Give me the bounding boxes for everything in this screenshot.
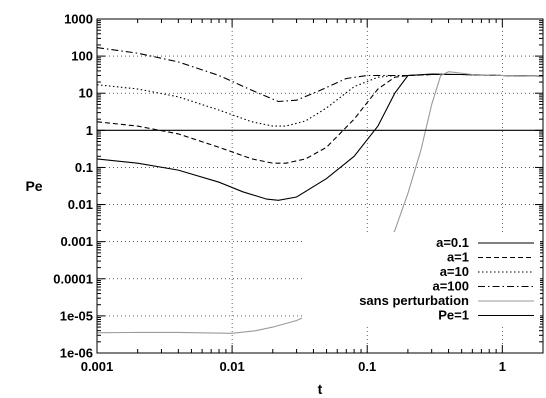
y-tick-label: 1e-06 [60,346,93,361]
y-tick-label: 0.01 [68,197,93,212]
tick-labels: 0.001 0.01 0.1 1 1e-06 1e-05 0.0001 0.001 0.01 0.… [53,12,506,375]
y-axis-title: Pe [25,178,42,194]
y-tick-label: 100 [71,49,93,64]
series-line-0 [96,73,544,201]
y-tick-label: 0.1 [75,160,93,175]
legend-label: a=0.1 [436,235,469,250]
legend-label: a=1 [447,250,469,265]
y-tick-label: 0.0001 [53,271,93,286]
x-tick-label: 1 [499,359,506,374]
x-tick-label: 0.001 [81,359,114,374]
x-axis-title: t [318,381,323,397]
x-tick-label: 0.01 [219,359,244,374]
plot-frame [96,18,544,354]
legend-label: Pe=1 [438,308,469,323]
legend-label: sans perturbation [359,293,469,308]
legend-background [302,232,540,325]
y-tick-label: 1e-05 [60,308,93,323]
y-tick-label: 10 [79,86,93,101]
legend-label: a=10 [440,264,469,279]
y-tick-label: 1000 [64,12,93,27]
series-line-2 [96,73,544,127]
y-tick-label: 1 [86,123,93,138]
series-line-1 [96,73,544,164]
series-line-3 [96,47,544,103]
legend-label: a=100 [432,279,469,294]
x-tick-label: 0.1 [358,359,376,374]
y-tick-label: 0.001 [60,234,93,249]
